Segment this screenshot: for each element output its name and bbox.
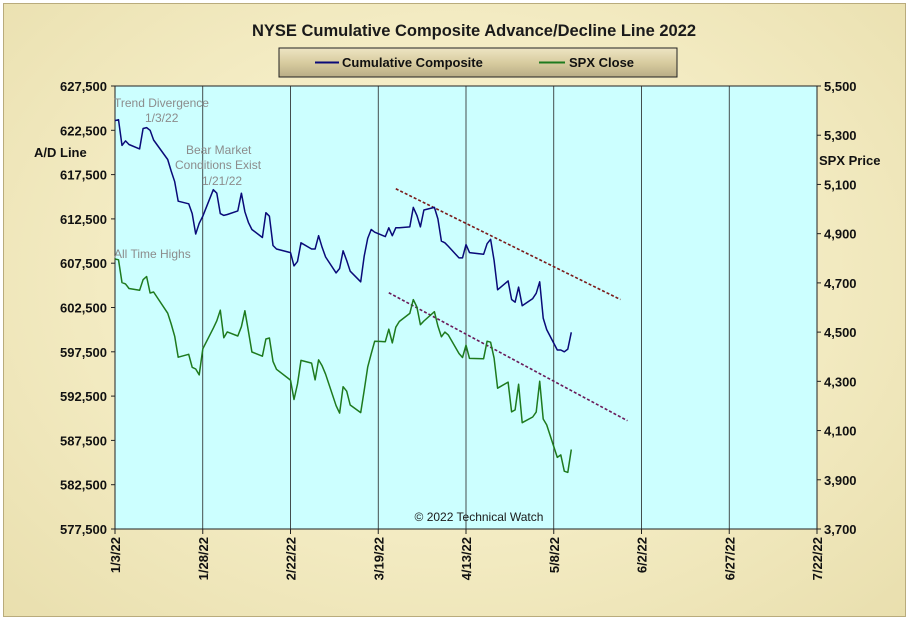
right-axis-label: SPX Price (819, 153, 880, 168)
annotation-trend-divergence: Trend Divergence (114, 96, 209, 110)
left-tick-label: 582,500 (60, 478, 107, 493)
annotation-conditions-exist: Conditions Exist (175, 158, 262, 172)
right-tick-label: 4,900 (824, 227, 857, 242)
x-tick-label: 1/3/22 (108, 537, 123, 573)
chart-frame: NYSE Cumulative Composite Advance/Declin… (3, 3, 906, 617)
x-tick-label: 2/22/22 (284, 537, 299, 580)
left-axis: 627,500 622,500 617,500 612,500 607,500 602,5… (60, 79, 115, 537)
legend-label-cumulative: Cumulative Composite (342, 55, 483, 70)
x-tick-label: 3/19/22 (371, 537, 386, 580)
right-tick-label: 4,100 (824, 424, 857, 439)
left-tick-label: 587,500 (60, 433, 107, 448)
series-line-spx-close (114, 258, 573, 474)
left-tick-label: 627,500 (60, 79, 107, 94)
x-tick-label: 5/8/22 (547, 537, 562, 573)
right-tick-label: 3,700 (824, 522, 857, 537)
series-line-cumulative-composite (114, 118, 573, 353)
left-tick-label: 592,500 (60, 389, 107, 404)
x-tick-label: 7/22/22 (810, 537, 825, 580)
x-tick-label: 1/28/22 (196, 537, 211, 580)
legend-label-spx: SPX Close (569, 55, 634, 70)
annotation-trend-divergence-date: 1/3/22 (145, 111, 179, 125)
left-tick-label: 617,500 (60, 168, 107, 183)
left-tick-label: 597,500 (60, 345, 107, 360)
right-tick-label: 5,300 (824, 128, 857, 143)
chart-title: NYSE Cumulative Composite Advance/Declin… (252, 22, 696, 40)
left-tick-label: 602,500 (60, 301, 107, 316)
left-tick-label: 607,500 (60, 256, 107, 271)
series-lines (114, 118, 573, 474)
legend-box (278, 47, 678, 78)
annotation-bear-market: Bear Market (186, 143, 252, 157)
chart-svg: NYSE Cumulative Composite Advance/Declin… (34, 22, 880, 580)
left-axis-label: A/D Line (34, 145, 87, 160)
annotation-all-time-highs: All Time Highs (114, 247, 191, 261)
x-tick-label: 6/27/22 (722, 537, 737, 580)
left-tick-label: 612,500 (60, 212, 107, 227)
x-axis: 1/3/22 1/28/22 2/22/22 3/19/22 4/13/22 5/8/22… (108, 529, 825, 580)
right-tick-label: 4,700 (824, 276, 857, 291)
annotation-bear-market-date: 1/21/22 (202, 174, 242, 188)
grid (202, 86, 730, 529)
trendline-spx (388, 292, 628, 422)
right-tick-label: 3,900 (824, 473, 857, 488)
left-tick-label: 622,500 (60, 123, 107, 138)
left-tick-label: 577,500 (60, 522, 107, 537)
right-tick-label: 4,500 (824, 325, 857, 340)
right-axis: 5,500 5,300 5,100 4,900 4,700 4,500 4,300 4,100… (817, 79, 857, 537)
right-tick-label: 5,500 (824, 79, 857, 94)
annotations: Trend Divergence 1/3/22 Bear Market Cond… (114, 96, 262, 261)
legend: Cumulative Composite SPX Close (278, 47, 678, 78)
right-tick-label: 4,300 (824, 374, 857, 389)
x-tick-label: 4/13/22 (459, 537, 474, 580)
right-tick-label: 5,100 (824, 177, 857, 192)
copyright: © 2022 Technical Watch (415, 510, 544, 524)
x-tick-label: 6/2/22 (635, 537, 650, 573)
